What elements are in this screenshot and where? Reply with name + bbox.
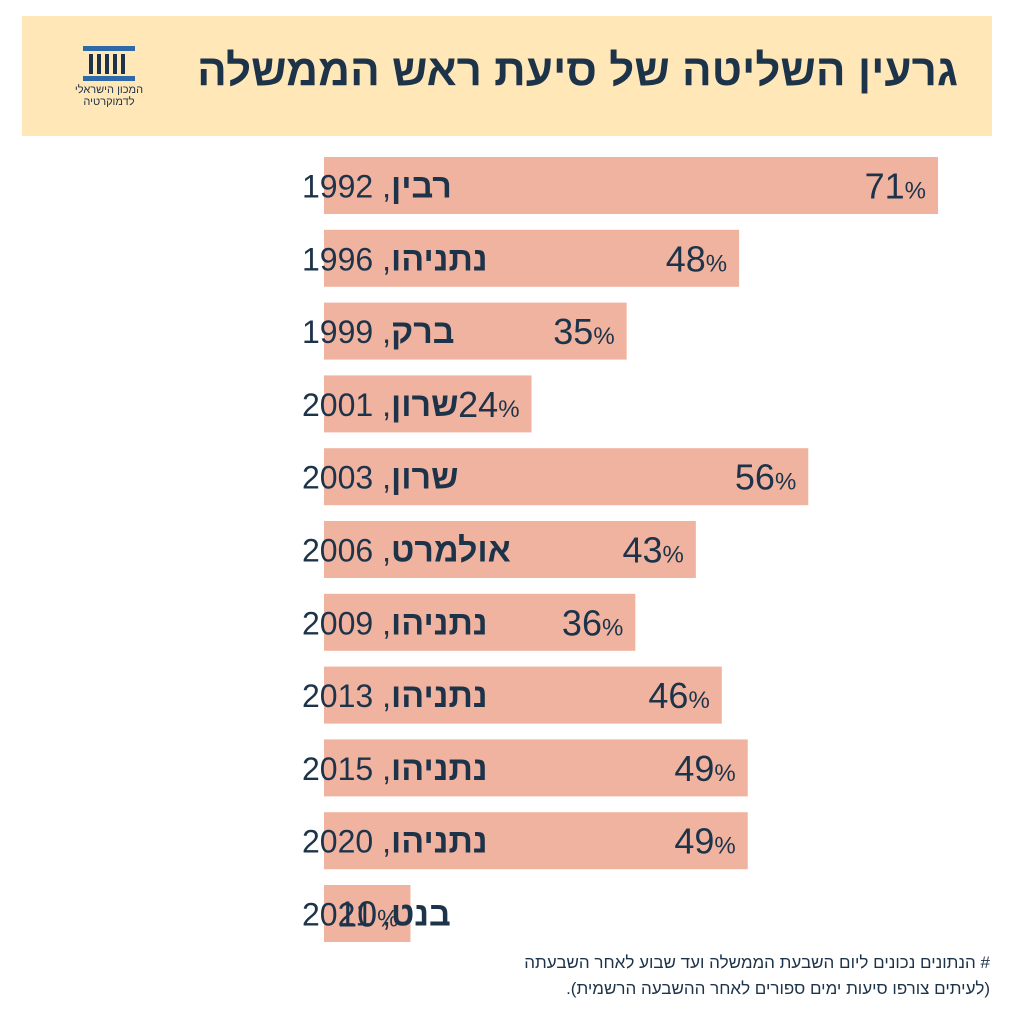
header-banner: המכון הישראלי לדמוקרטיה גרעין השליטה של … (22, 16, 992, 136)
logo-line-1: המכון הישראלי (74, 84, 144, 96)
data-label: 46% (648, 675, 709, 716)
category-label: נתניהו, 1996 (302, 240, 488, 278)
institute-logo: המכון הישראלי לדמוקרטיה (54, 44, 164, 124)
bar (324, 448, 809, 506)
data-label: 48% (666, 238, 727, 279)
data-label: 36% (562, 602, 623, 643)
category-label: רבין, 1992 (302, 168, 452, 206)
chart-title: גרעין השליטה של סיעת ראש הממשלה (197, 46, 958, 95)
bar (324, 521, 696, 578)
footnote: # הנתונים נכונים ליום השבעת הממשלה ועד ש… (290, 950, 990, 1002)
bar (324, 666, 722, 724)
data-label: 56% (735, 457, 796, 498)
bar (324, 157, 938, 214)
data-label: 10% (337, 894, 398, 935)
bar (324, 812, 748, 870)
category-label: אולמרט, 2006 (302, 532, 511, 570)
bar (324, 593, 636, 651)
bar (324, 302, 627, 360)
category-label: בנט, 2021 (302, 896, 451, 934)
data-label: 49% (674, 821, 735, 862)
bar (324, 739, 748, 797)
bar (324, 885, 411, 942)
building-icon (83, 46, 135, 81)
category-label: נתניהו, 2013 (302, 677, 488, 715)
category-label: נתניהו, 2009 (302, 604, 488, 642)
bar (324, 375, 532, 433)
footnote-line-2: (לעיתים צורפו סיעות ימים ספורים לאחר ההש… (566, 979, 990, 998)
data-label: 43% (622, 530, 683, 571)
footnote-line-1: # הנתונים נכונים ליום השבעת הממשלה ועד ש… (524, 953, 990, 972)
category-label: שרון, 2001 (302, 386, 458, 424)
category-label: שרון, 2003 (302, 459, 458, 497)
category-label: נתניהו, 2020 (302, 823, 488, 861)
bar (324, 229, 740, 287)
data-label: 24% (458, 384, 519, 425)
logo-line-2: לדמוקרטיה (83, 96, 135, 108)
category-label: ברק, 1999 (302, 313, 455, 351)
category-label: נתניהו, 2015 (302, 750, 488, 788)
data-label: 35% (553, 311, 614, 352)
data-label: 49% (674, 748, 735, 789)
data-label: 71% (865, 166, 926, 207)
